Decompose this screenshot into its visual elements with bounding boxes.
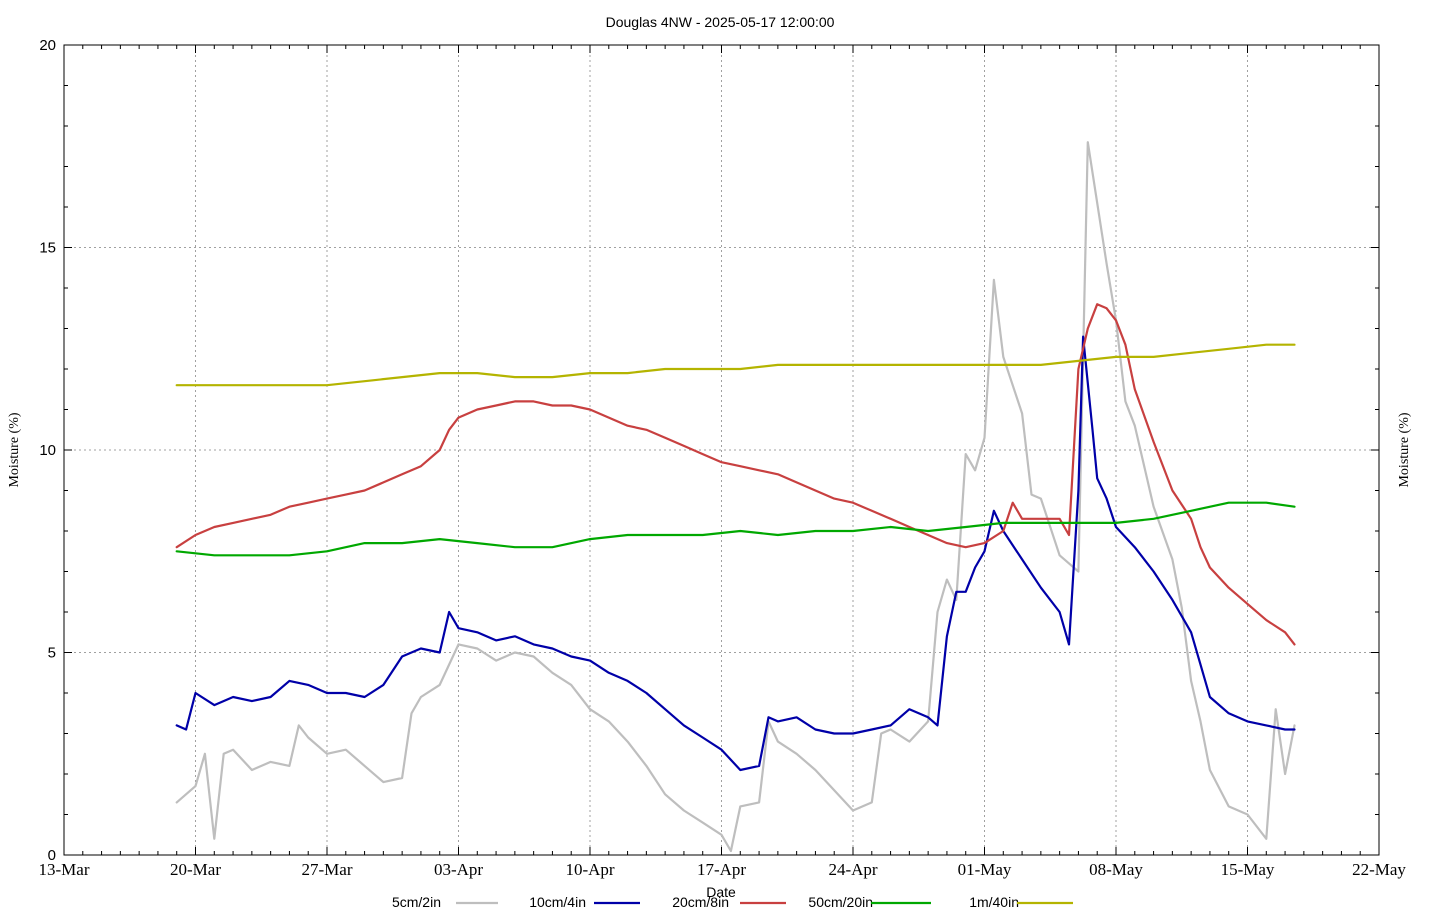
y-tick-label: 20: [39, 37, 56, 54]
series-line-5cm-2in: [175, 141, 1296, 853]
legend: 5cm/2in 10cm/4in 20cm/8in 50cm/20in 1m/40in: [392, 894, 1073, 910]
series-line-10cm-4in: [175, 335, 1296, 772]
x-tick-label: 03-Apr: [434, 860, 483, 879]
y-tick-label: 15: [39, 240, 56, 257]
series-line-1m-40in: [175, 343, 1296, 387]
legend-label-20cm-8in: 20cm/8in: [672, 894, 729, 910]
x-tick-label: 22-May: [1352, 860, 1406, 879]
x-tick-label: 15-May: [1221, 860, 1275, 879]
data-series: [175, 141, 1296, 853]
x-tick-label: 24-Apr: [828, 860, 877, 879]
x-tick-label: 13-Mar: [39, 860, 90, 879]
axis-ticks: 13-Mar 20-Mar 27-Mar 03-Apr 10-Apr 17-Apr 24-A…: [39, 37, 1407, 879]
chart-title: Douglas 4NW - 2025-05-17 12:00:00: [606, 14, 835, 30]
y-tick-label: 0: [48, 847, 56, 864]
legend-label-10cm-4in: 10cm/4in: [529, 894, 586, 910]
legend-label-5cm-2in: 5cm/2in: [392, 894, 441, 910]
x-tick-label: 08-May: [1089, 860, 1143, 879]
x-tick-label: 27-Mar: [302, 860, 353, 879]
legend-label-50cm-20in: 50cm/20in: [808, 894, 873, 910]
y-axis-label-right: Moisture (%): [1397, 412, 1412, 487]
y-tick-label: 5: [48, 645, 56, 662]
series-line-50cm-20in: [175, 501, 1296, 557]
y-axis-label: Moisture (%): [7, 412, 22, 487]
x-tick-label: 01-May: [958, 860, 1012, 879]
x-tick-label: 20-Mar: [170, 860, 221, 879]
grid-lines: [64, 45, 1379, 855]
x-axis-label: Date: [706, 884, 736, 900]
series-line-20cm-8in: [175, 303, 1296, 646]
x-tick-label: 17-Apr: [697, 860, 746, 879]
legend-label-1m-40in: 1m/40in: [969, 894, 1019, 910]
y-tick-label: 10: [39, 442, 56, 459]
x-tick-label: 10-Apr: [565, 860, 614, 879]
